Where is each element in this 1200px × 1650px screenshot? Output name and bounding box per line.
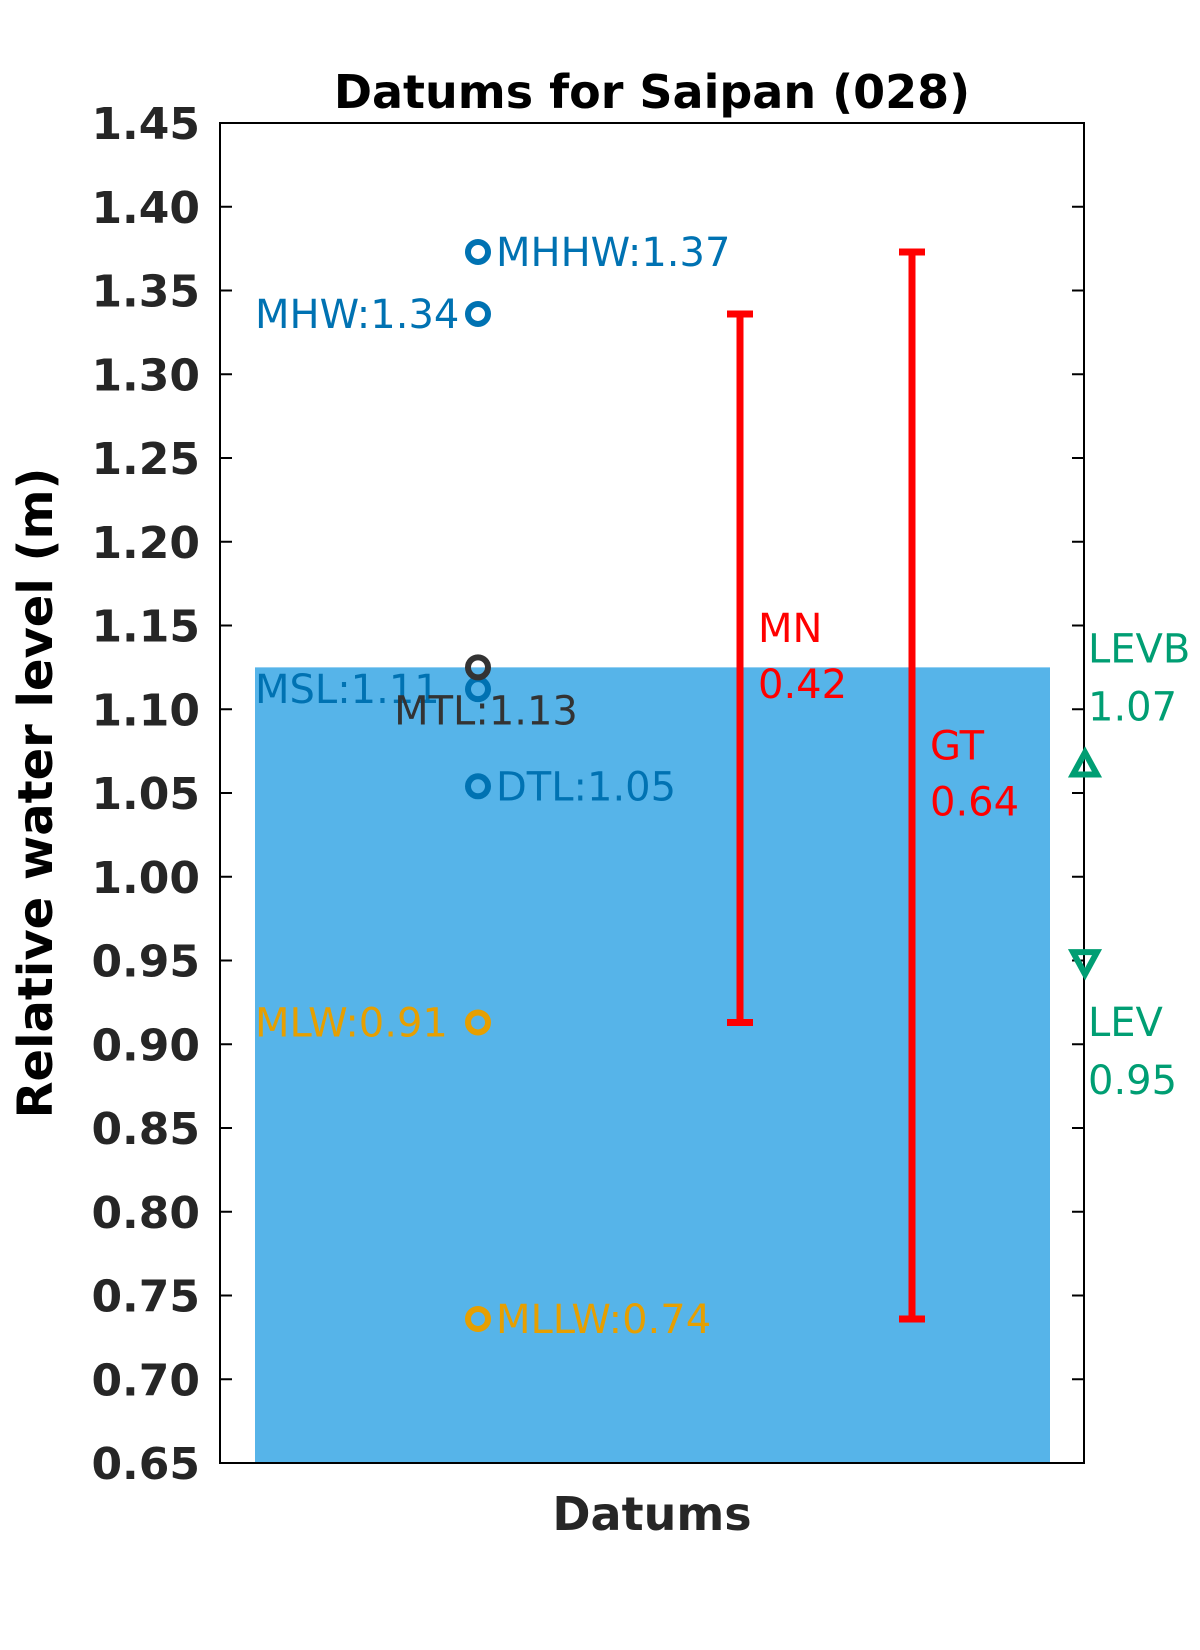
datum-marker <box>465 773 491 800</box>
y-tick-label: 1.35 <box>91 267 200 318</box>
y-tick-label: 1.45 <box>91 99 200 150</box>
datum-marker <box>465 1009 491 1036</box>
datum-label: DTL:1.05 <box>496 764 676 810</box>
marker-name-label: LEVB <box>1088 627 1190 673</box>
y-tick-label: 0.70 <box>91 1355 200 1406</box>
marker-value-label: 1.07 <box>1088 685 1177 731</box>
range-bars: MN 0.42 GT 0.64 <box>727 248 1019 1323</box>
range-name-label: MN <box>758 606 822 652</box>
y-tick-label: 1.25 <box>91 434 200 485</box>
y-tick-label: 1.10 <box>91 685 200 736</box>
y-tick-label: 1.15 <box>91 602 200 653</box>
y-tick-label: 1.30 <box>91 350 200 401</box>
datum-marker <box>465 300 491 327</box>
y-axis-ticks: 0.65 0.70 0.75 0.80 0.85 0.90 0.95 1.00 1.05 1.10… <box>91 99 1084 1490</box>
y-tick-label: 1.20 <box>91 518 200 569</box>
y-tick-label: 0.75 <box>91 1272 200 1323</box>
datum-label: MLW:0.91 <box>255 1000 448 1046</box>
datum-label: MHHW:1.37 <box>496 230 730 276</box>
y-tick-label: 0.90 <box>91 1020 200 1071</box>
plot-frame <box>219 122 1085 1464</box>
range-name-label: GT <box>930 723 985 769</box>
y-axis-label: Relative water level (m) <box>8 468 64 1119</box>
x-axis-label: Datums <box>552 1487 751 1541</box>
marker-name-label: LEV <box>1088 1000 1164 1046</box>
y-tick-label: 1.05 <box>91 769 200 820</box>
datum-label: MHW:1.34 <box>255 292 459 338</box>
datum-label: MSL:1.11 <box>255 667 440 713</box>
datum-marker <box>465 1305 491 1332</box>
level-markers: LEVB 1.07 LEV 0.95 <box>1067 627 1190 1104</box>
triangle-down-marker <box>1067 949 1103 981</box>
y-tick-label: 1.00 <box>91 853 200 904</box>
chart-title: Datums for Saipan (028) <box>334 65 970 119</box>
range-value-label: 0.42 <box>758 662 847 708</box>
range-value-label: 0.64 <box>930 779 1019 825</box>
y-tick-label: 0.95 <box>91 937 200 988</box>
background-bar <box>255 667 1050 1463</box>
y-tick-label: 0.65 <box>91 1439 200 1490</box>
datum-label: MLLW:0.74 <box>496 1297 711 1343</box>
y-tick-label: 1.40 <box>91 183 200 234</box>
datum-marker <box>465 654 491 681</box>
datum-label: MTL:1.13 <box>394 688 578 734</box>
y-tick-label: 0.85 <box>91 1104 200 1155</box>
y-tick-label: 0.80 <box>91 1188 200 1239</box>
triangle-up-marker <box>1067 746 1103 778</box>
marker-value-label: 0.95 <box>1088 1058 1177 1104</box>
datum-marker <box>465 238 491 265</box>
